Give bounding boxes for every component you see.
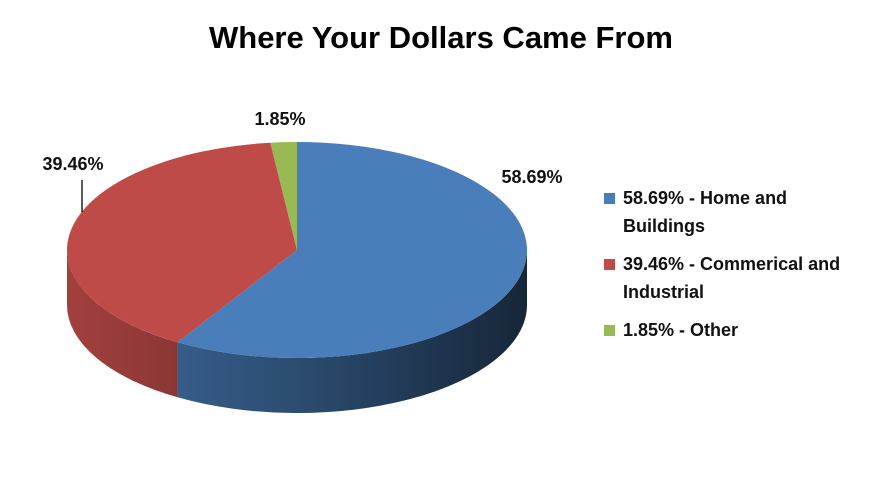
- data-label: 58.69%: [501, 167, 562, 187]
- slice-side: [67, 250, 178, 398]
- data-label: 1.85%: [254, 109, 305, 129]
- legend-label: 1.85% - Other: [623, 320, 739, 340]
- legend-item: 39.46% - Commerical and Industrial: [604, 250, 866, 306]
- legend-item: 58.69% - Home and Buildings: [604, 184, 866, 240]
- slice: [270, 142, 297, 250]
- legend-label: 58.69% - Home and Buildings: [623, 188, 788, 236]
- legend-swatch: [604, 193, 615, 204]
- data-label: 39.46%: [42, 154, 103, 174]
- legend-swatch: [604, 259, 615, 270]
- slice-side: [177, 250, 527, 413]
- slice: [177, 142, 527, 358]
- legend-swatch: [604, 325, 615, 336]
- slice: [67, 142, 297, 343]
- legend-label: 39.46% - Commerical and Industrial: [623, 254, 841, 302]
- chart-title: Where Your Dollars Came From: [209, 20, 673, 55]
- legend-item: 1.85% - Other: [604, 316, 866, 344]
- legend: 58.69% - Home and Buildings 39.46% - Comm…: [604, 184, 866, 354]
